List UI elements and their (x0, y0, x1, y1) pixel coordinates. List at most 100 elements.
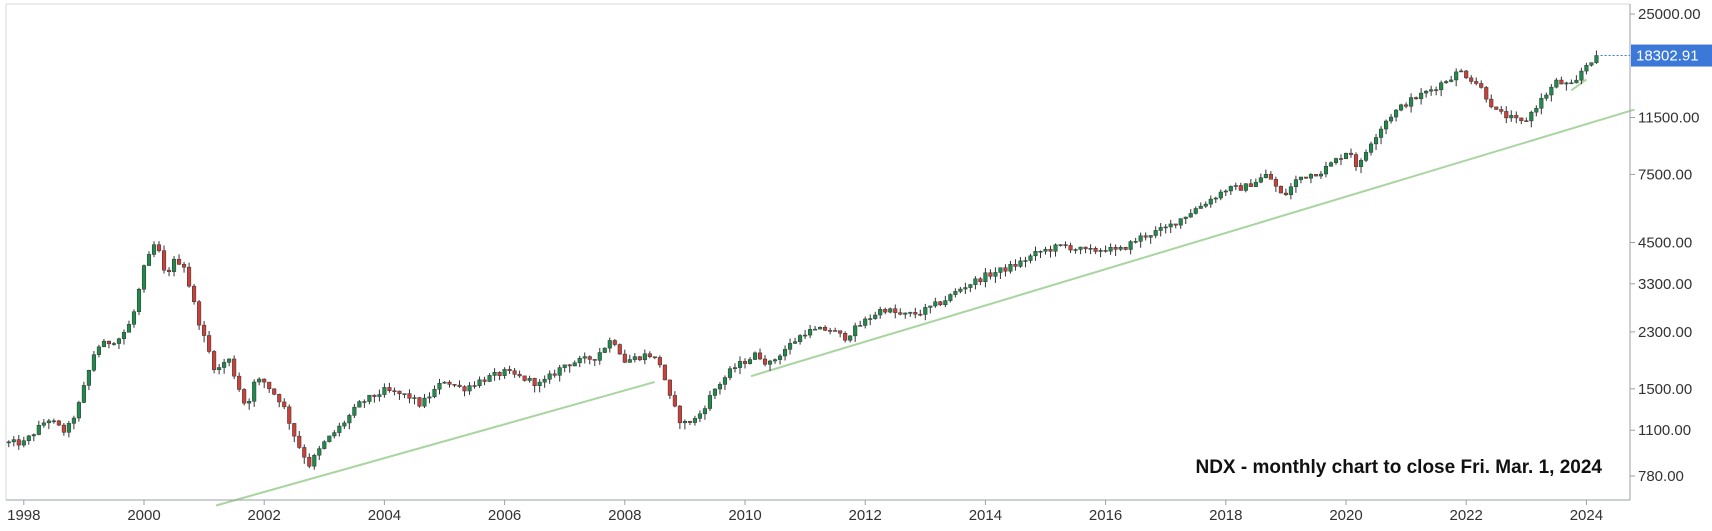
candle-up (1138, 235, 1143, 242)
candle-up (141, 265, 147, 290)
candle-up (432, 388, 437, 398)
candle-up (347, 415, 352, 424)
y-tick-label: 1100.00 (1638, 422, 1691, 439)
candle-down (207, 335, 212, 352)
candle-up (131, 311, 137, 325)
last-price-badge-box (1631, 44, 1712, 67)
candle-up (1318, 173, 1324, 177)
candle-up (928, 305, 933, 308)
candle-up (1529, 111, 1534, 122)
candle-down (457, 384, 462, 387)
candle-up (1033, 251, 1038, 257)
candle-up (848, 335, 853, 341)
candle-up (412, 397, 417, 399)
candle-down (56, 420, 61, 426)
candle-up (96, 346, 101, 355)
candle-up (217, 367, 222, 371)
candle-up (487, 375, 492, 382)
candle-up (1128, 241, 1133, 250)
candle-up (1178, 218, 1183, 226)
y-tick-label: 780.00 (1638, 468, 1684, 485)
candle-up (86, 370, 91, 386)
candle-up (1298, 176, 1303, 180)
candle-up (1213, 197, 1218, 200)
candle-up (342, 422, 347, 427)
y-tick-label: 11500.00 (1638, 109, 1699, 126)
candle-down (177, 258, 182, 265)
candle-up (803, 334, 808, 337)
candle-up (1168, 223, 1173, 228)
candle-up (467, 385, 472, 392)
candle-up (793, 341, 798, 344)
candle-up (537, 381, 542, 386)
candle-up (1038, 251, 1043, 253)
candle-down (202, 324, 207, 336)
candle-down (307, 456, 312, 467)
candle-down (1559, 79, 1564, 85)
candle-down (192, 285, 197, 302)
candle-up (727, 368, 733, 378)
x-tick-label: 2010 (728, 507, 761, 524)
candle-up (607, 340, 612, 349)
candle-up (602, 347, 607, 353)
candle-down (407, 393, 412, 399)
candle-down (1068, 245, 1073, 251)
candle-up (1183, 216, 1188, 219)
candle-up (352, 406, 357, 416)
candle-up (1008, 264, 1013, 272)
candle-down (106, 340, 111, 345)
candle-down (1514, 115, 1519, 119)
candle-up (1228, 186, 1233, 192)
candle-down (272, 388, 277, 395)
y-tick-label: 7500.00 (1638, 166, 1692, 183)
candle-down (1093, 248, 1098, 252)
x-tick-label: 2016 (1089, 507, 1122, 524)
y-tick-label: 2300.00 (1638, 324, 1692, 341)
candle-up (697, 413, 702, 419)
candle-up (1108, 247, 1113, 252)
candle-up (172, 258, 177, 272)
candle-down (1474, 81, 1479, 84)
candle-up (1288, 186, 1293, 196)
candle-up (1584, 64, 1589, 72)
candle-up (41, 422, 46, 426)
candle-down (657, 357, 662, 366)
candle-up (682, 421, 687, 424)
candle-up (1028, 255, 1033, 261)
candle-up (577, 357, 582, 364)
candle-down (1469, 77, 1474, 82)
candle-down (833, 330, 838, 332)
candle-down (913, 312, 918, 315)
candle-up (1589, 62, 1594, 66)
candle-down (843, 332, 848, 341)
candle-down (262, 378, 267, 383)
candle-down (1273, 179, 1278, 187)
trendline (215, 380, 656, 507)
candle-up (1429, 89, 1434, 92)
candle-down (452, 384, 457, 386)
candle-down (1348, 152, 1354, 155)
candle-up (963, 287, 968, 290)
candle-up (572, 362, 577, 367)
candle-up (1554, 79, 1559, 88)
candle-up (993, 272, 998, 277)
candle-up (1203, 203, 1208, 207)
candle-up (747, 359, 753, 364)
candles-layer (6, 50, 1599, 470)
candle-down (267, 381, 272, 390)
candle-up (402, 393, 407, 395)
candle-down (898, 312, 903, 315)
candle-up (247, 401, 252, 404)
x-tick-label: 2008 (608, 507, 641, 524)
candle-up (101, 340, 106, 348)
candle-up (442, 381, 447, 384)
candle-up (627, 359, 632, 363)
candle-down (497, 372, 502, 376)
candle-up (427, 396, 432, 399)
candle-down (1278, 185, 1283, 194)
candle-up (252, 381, 257, 402)
candle-up (1258, 177, 1263, 183)
candle-up (1308, 174, 1313, 179)
candle-up (1148, 235, 1153, 238)
